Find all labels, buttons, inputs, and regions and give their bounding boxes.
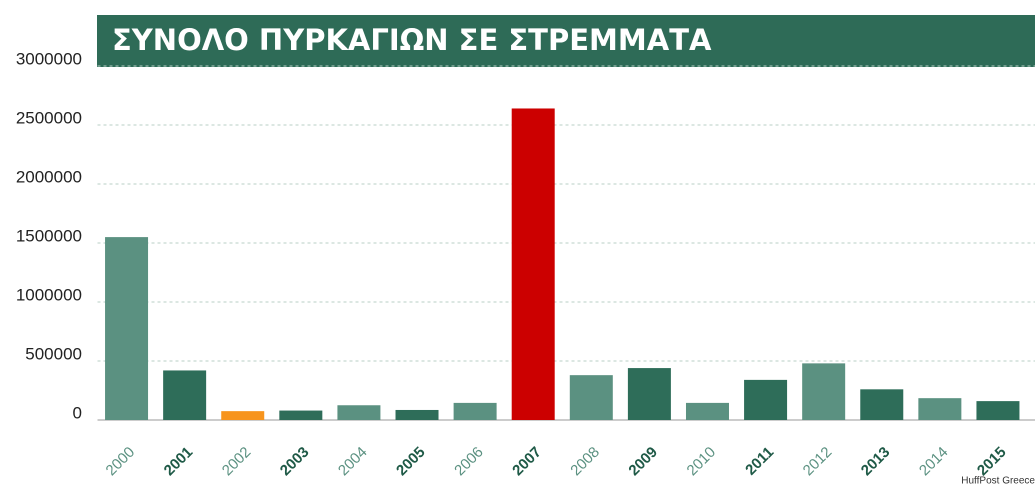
x-tick-label: 2004 xyxy=(335,444,371,480)
x-tick-label: 2012 xyxy=(800,444,836,480)
x-tick-label: 2007 xyxy=(509,444,545,480)
bar xyxy=(163,370,207,420)
x-tick-label: 2011 xyxy=(742,444,777,479)
y-tick-label: 2500000 xyxy=(16,108,82,127)
x-tick-label: 2005 xyxy=(393,444,429,480)
bar xyxy=(395,409,439,420)
bar xyxy=(105,237,149,420)
bar xyxy=(685,402,729,420)
bar xyxy=(976,401,1020,420)
x-tick-label: 2015 xyxy=(974,444,1010,480)
bar xyxy=(744,379,788,420)
y-tick-label: 0 xyxy=(73,403,82,422)
y-tick-label: 1500000 xyxy=(16,226,82,245)
bar xyxy=(221,411,265,420)
y-tick-label: 2000000 xyxy=(16,167,82,186)
source: HuffPost Greece xyxy=(961,476,1035,487)
y-tick-label: 3000000 xyxy=(16,49,82,68)
bar xyxy=(279,410,323,420)
bar xyxy=(511,108,555,420)
y-tick-label: 500000 xyxy=(25,344,82,363)
x-tick-label: 2003 xyxy=(277,444,313,480)
chart-title: ΣΥΝΟΛΟ ΠΥΡΚΑΓΙΩΝ ΣΕ ΣΤΡΕΜΜΑΤΑ xyxy=(112,23,712,57)
x-tick-label: 2006 xyxy=(451,444,487,480)
bar xyxy=(453,402,497,420)
bar xyxy=(569,375,613,420)
x-tick-label: 2002 xyxy=(219,444,255,480)
x-tick-label: 2014 xyxy=(916,444,952,480)
x-tick-label: 2010 xyxy=(683,444,719,480)
y-tick-label: 1000000 xyxy=(16,285,82,304)
x-tick-label: 2008 xyxy=(567,444,603,480)
bar xyxy=(918,398,962,420)
x-tick-label: 2013 xyxy=(858,444,894,480)
title-banner xyxy=(97,15,1035,67)
x-tick-label: 2009 xyxy=(625,444,661,480)
bar xyxy=(802,363,846,420)
bar xyxy=(627,368,671,420)
bar xyxy=(337,405,381,420)
x-tick-label: 2001 xyxy=(161,444,197,480)
x-tick-label: 2000 xyxy=(103,444,139,480)
bar xyxy=(860,389,904,420)
